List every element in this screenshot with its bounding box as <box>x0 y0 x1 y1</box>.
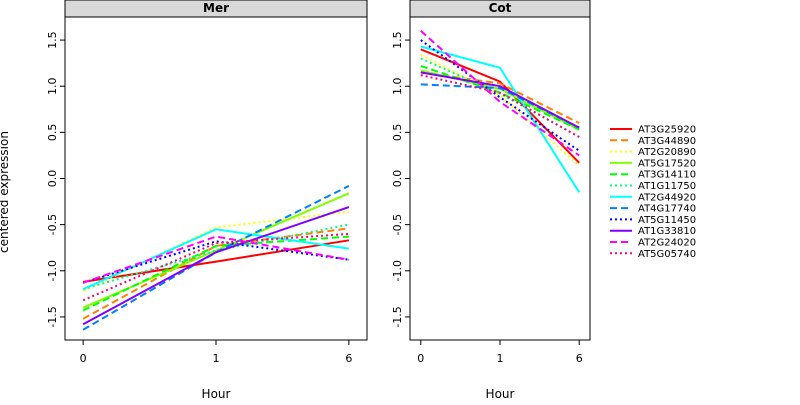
panel-mer: Mer -1.5 -1.0 -0.5 0.0 0.5 1.0 1.5 0 1 6 Hour <box>46 0 368 401</box>
series-line-at3g14110 <box>82 235 349 312</box>
legend-label: AT5G05740 <box>638 249 696 260</box>
legend-label: AT2G44920 <box>638 192 696 203</box>
series-line-at3g44890 <box>82 227 350 320</box>
legend-label: AT3G44890 <box>638 136 696 147</box>
series-line-at1g33810 <box>82 206 350 326</box>
x-tick-label: 6 <box>345 352 352 365</box>
x-axis-title: Hour <box>202 387 231 400</box>
y-tick-label: 1.0 <box>46 77 59 95</box>
legend-label: AT2G20890 <box>638 147 696 158</box>
panel-title: Cot <box>489 1 512 15</box>
y-tick-label: -1.0 <box>391 260 404 281</box>
series-line-at4g17740 <box>82 185 350 331</box>
series-line-at5g05740 <box>420 74 580 138</box>
series-line-at3g25920 <box>420 48 580 164</box>
series-line-at5g11450 <box>420 39 580 152</box>
y-tick-label: 1.0 <box>391 77 404 95</box>
y-tick-label: -1.5 <box>46 306 59 327</box>
legend-label: AT2G24020 <box>638 238 696 249</box>
x-tick-label: 0 <box>417 352 424 365</box>
x-tick-label: 1 <box>497 352 504 365</box>
series-line-at3g25920 <box>82 239 350 283</box>
y-tick-label: 0.5 <box>46 124 59 142</box>
series-line-at1g33810 <box>420 71 580 129</box>
legend-label: AT1G33810 <box>638 226 696 237</box>
series-line-at4g17740 <box>420 83 580 129</box>
series-line-at2g44920 <box>82 228 350 291</box>
y-tick-label: -1.0 <box>46 260 59 281</box>
legend-label: AT5G11450 <box>638 215 696 226</box>
y-tick-label: 0.5 <box>391 124 404 142</box>
y-tick-label: 1.5 <box>391 31 404 49</box>
y-axis-title: centered expression <box>0 131 11 253</box>
y-tick-label: -0.5 <box>46 214 59 235</box>
y-tick-label: 0.0 <box>46 170 59 188</box>
series-line-at2g20890 <box>82 210 350 293</box>
legend-label: AT3G25920 <box>638 125 696 136</box>
legend-label: AT3G14110 <box>638 170 696 181</box>
x-tick-label: 6 <box>576 352 583 365</box>
x-tick-label: 1 <box>213 352 220 365</box>
y-tick-label: -0.5 <box>391 214 404 235</box>
series-line-at2g24020 <box>420 30 580 157</box>
series-line-at2g20890 <box>420 53 580 167</box>
x-tick-label: 0 <box>80 352 87 365</box>
legend-label: AT1G11750 <box>638 181 696 192</box>
panel-cot: Cot -1.5 -1.0 -0.5 0.0 0.5 1.0 1.5 0 1 6 Hour <box>391 0 591 401</box>
plot-box <box>64 16 368 341</box>
panel-title: Mer <box>203 1 229 15</box>
series-line-at1g11750 <box>82 223 350 291</box>
series-line-at5g17520 <box>420 69 580 131</box>
series-line-at2g24020 <box>82 235 350 284</box>
series-line-at1g11750 <box>420 57 580 138</box>
y-tick-label: 0.0 <box>391 170 404 188</box>
panels: Mer -1.5 -1.0 -0.5 0.0 0.5 1.0 1.5 0 1 6 Hour Cot -1.… <box>46 0 591 401</box>
x-axis-title: Hour <box>486 387 515 400</box>
series-line-at5g11450 <box>82 240 350 284</box>
legend: AT3G25920AT3G44890AT2G20890AT5G17520AT3G… <box>610 125 696 260</box>
legend-label: AT5G17520 <box>638 158 696 169</box>
y-tick-label: -1.5 <box>391 306 404 327</box>
legend-label: AT4G17740 <box>638 204 696 215</box>
plot-box <box>409 16 591 341</box>
y-tick-label: 1.5 <box>46 31 59 49</box>
